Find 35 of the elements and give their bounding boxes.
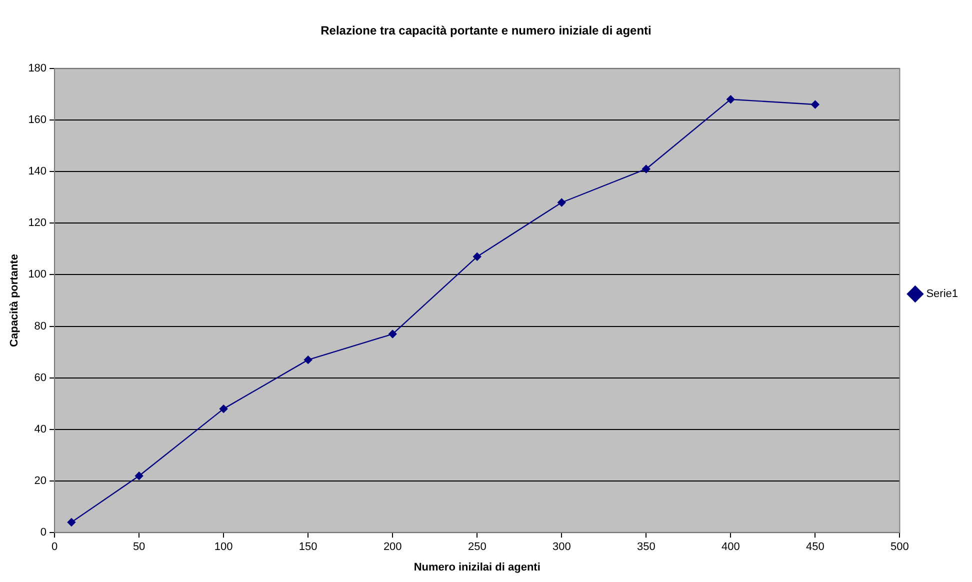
x-tick-label: 50: [132, 541, 146, 554]
y-tick-label: 140: [28, 166, 47, 178]
y-tick-label: 100: [28, 268, 47, 281]
point: [388, 330, 397, 338]
x-tick-label: 450: [806, 541, 824, 554]
x-tick-label: 250: [468, 541, 486, 554]
point: [642, 164, 650, 174]
chart-title: Relazione tra capacità portante e numero iniziale di agenti: [320, 24, 652, 38]
x-tick-label: 500: [890, 541, 909, 554]
x-tick-label: 150: [298, 541, 318, 554]
point: [134, 472, 144, 480]
point: [304, 356, 312, 364]
y-tick-label: 180: [28, 62, 47, 74]
y-tick-label: 120: [28, 217, 47, 230]
y-tick-label: 40: [34, 423, 47, 436]
y-axis-title: Capacità portante: [8, 254, 21, 347]
x-tick-label: 400: [721, 541, 740, 554]
point: [811, 100, 820, 109]
y-tick-label: 20: [34, 475, 47, 488]
x-tick-label: 350: [636, 541, 656, 554]
y-tick-label: 0: [40, 526, 47, 539]
point: [726, 95, 735, 104]
point: [558, 198, 566, 207]
point: [67, 518, 76, 526]
legend-label: Serie1: [926, 288, 958, 300]
x-tick-label: 100: [214, 541, 233, 554]
y-tick-label: 60: [34, 372, 47, 384]
y-tick-label: 80: [34, 320, 47, 332]
x-axis-title: Numero inizilai di agenti: [414, 561, 540, 574]
x-tick-label: 0: [51, 541, 58, 554]
y-tick-label: 160: [28, 114, 47, 126]
point: [473, 252, 482, 261]
x-tick-label: 300: [552, 541, 571, 554]
x-tick-label: 200: [383, 541, 402, 554]
point: [219, 404, 228, 413]
